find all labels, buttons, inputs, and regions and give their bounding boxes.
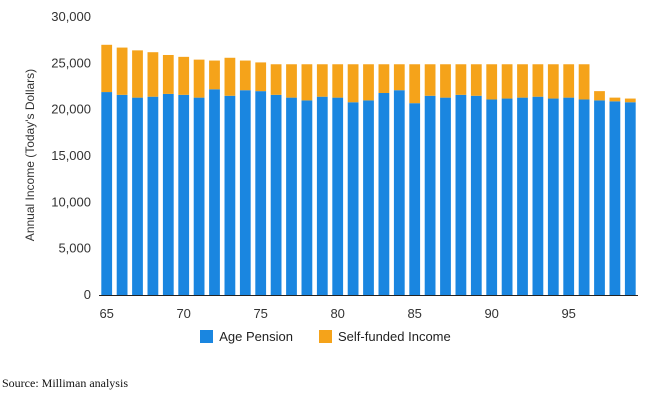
bar-age-pension [101,92,113,295]
bar-self-funded-income [301,64,313,101]
y-tick-label: 0 [84,287,91,302]
legend-label-self-funded-income: Self-funded Income [338,329,451,344]
bar-self-funded-income [316,64,328,97]
chart-legend: Age Pension Self-funded Income [0,329,651,344]
bar-series [101,44,636,296]
y-tick-label: 5,000 [58,241,91,256]
bar-age-pension [470,95,482,296]
bar-self-funded-income [455,64,467,95]
bar-self-funded-income [547,64,559,99]
y-tick-label: 10,000 [51,194,91,209]
bar-age-pension [517,97,528,296]
y-tick-label: 20,000 [51,102,91,117]
legend-swatch-self-funded-income [319,330,332,343]
bar-self-funded-income [332,64,344,98]
bar-self-funded-income [578,64,590,100]
bar-age-pension [424,95,436,296]
bar-self-funded-income [424,64,436,96]
legend-item-age-pension: Age Pension [200,329,293,344]
bar-self-funded-income [501,64,513,99]
bar-age-pension [132,97,143,296]
bar-age-pension [578,99,590,295]
bar-age-pension [393,90,405,296]
x-tick-label: 90 [484,306,498,321]
bar-self-funded-income [594,91,605,101]
bar-age-pension [316,96,328,295]
y-tick-label: 15,000 [51,148,91,163]
bar-self-funded-income [209,60,220,90]
bar-self-funded-income [378,64,390,93]
bar-self-funded-income [409,64,421,104]
legend-label-age-pension: Age Pension [219,329,293,344]
bar-self-funded-income [624,98,636,103]
bar-age-pension [440,97,451,296]
bar-age-pension [193,97,205,296]
bar-age-pension [609,101,621,295]
bar-self-funded-income [178,56,190,95]
bar-age-pension [624,102,636,295]
bar-age-pension [224,95,236,296]
bar-self-funded-income [270,64,282,95]
bar-age-pension [501,98,513,295]
y-tick-label: 30,000 [51,9,91,24]
bar-self-funded-income [193,59,205,98]
bar-age-pension [301,100,313,296]
bar-self-funded-income [347,64,359,103]
bar-age-pension [332,97,344,296]
x-tick-label: 85 [407,306,421,321]
bar-age-pension [455,94,467,295]
bar-age-pension [409,103,421,296]
bar-age-pension [255,91,267,295]
bar-self-funded-income [101,44,113,93]
bar-self-funded-income [147,52,159,97]
bar-self-funded-income [486,64,498,100]
bar-age-pension [594,100,605,296]
bar-age-pension [532,96,544,295]
bar-age-pension [239,90,251,296]
bar-age-pension [116,94,128,295]
bar-self-funded-income [532,64,544,97]
bar-age-pension [547,98,559,295]
x-tick-label: 75 [253,306,267,321]
x-tick-label: 80 [330,306,344,321]
bar-age-pension [286,97,297,296]
bar-age-pension [162,93,174,295]
bar-self-funded-income [162,54,174,94]
bar-age-pension [147,96,159,295]
bar-age-pension [486,99,498,295]
bar-self-funded-income [517,64,528,98]
y-tick-label: 25,000 [51,55,91,70]
bar-age-pension [363,100,374,296]
legend-item-self-funded-income: Self-funded Income [319,329,451,344]
bar-self-funded-income [286,64,297,98]
legend-swatch-age-pension [200,330,214,343]
bar-age-pension [563,97,575,296]
bar-self-funded-income [255,62,267,92]
bar-age-pension [347,102,359,295]
y-axis-ticks: 0 5,000 10,000 15,000 20,000 25,000 30,000 [51,9,91,302]
x-tick-label: 95 [561,306,575,321]
bar-self-funded-income [609,97,621,102]
bar-self-funded-income [393,64,405,91]
bar-self-funded-income [224,57,236,96]
bar-age-pension [378,92,390,296]
bar-self-funded-income [563,64,575,98]
x-tick-label: 65 [99,306,113,321]
x-axis-ticks: 65 70 75 80 85 90 95 [99,306,575,321]
bar-self-funded-income [116,47,128,95]
bar-self-funded-income [239,60,251,91]
bar-age-pension [270,94,282,295]
bar-self-funded-income [440,64,451,98]
bar-age-pension [209,89,220,295]
x-tick-label: 70 [176,306,190,321]
bar-self-funded-income [132,50,143,98]
source-note: Source: Milliman analysis [2,376,128,390]
bar-self-funded-income [363,64,374,101]
y-axis-title: Annual Income (Today's Dollars) [23,69,37,241]
bar-self-funded-income [470,64,482,96]
bar-age-pension [178,94,190,295]
